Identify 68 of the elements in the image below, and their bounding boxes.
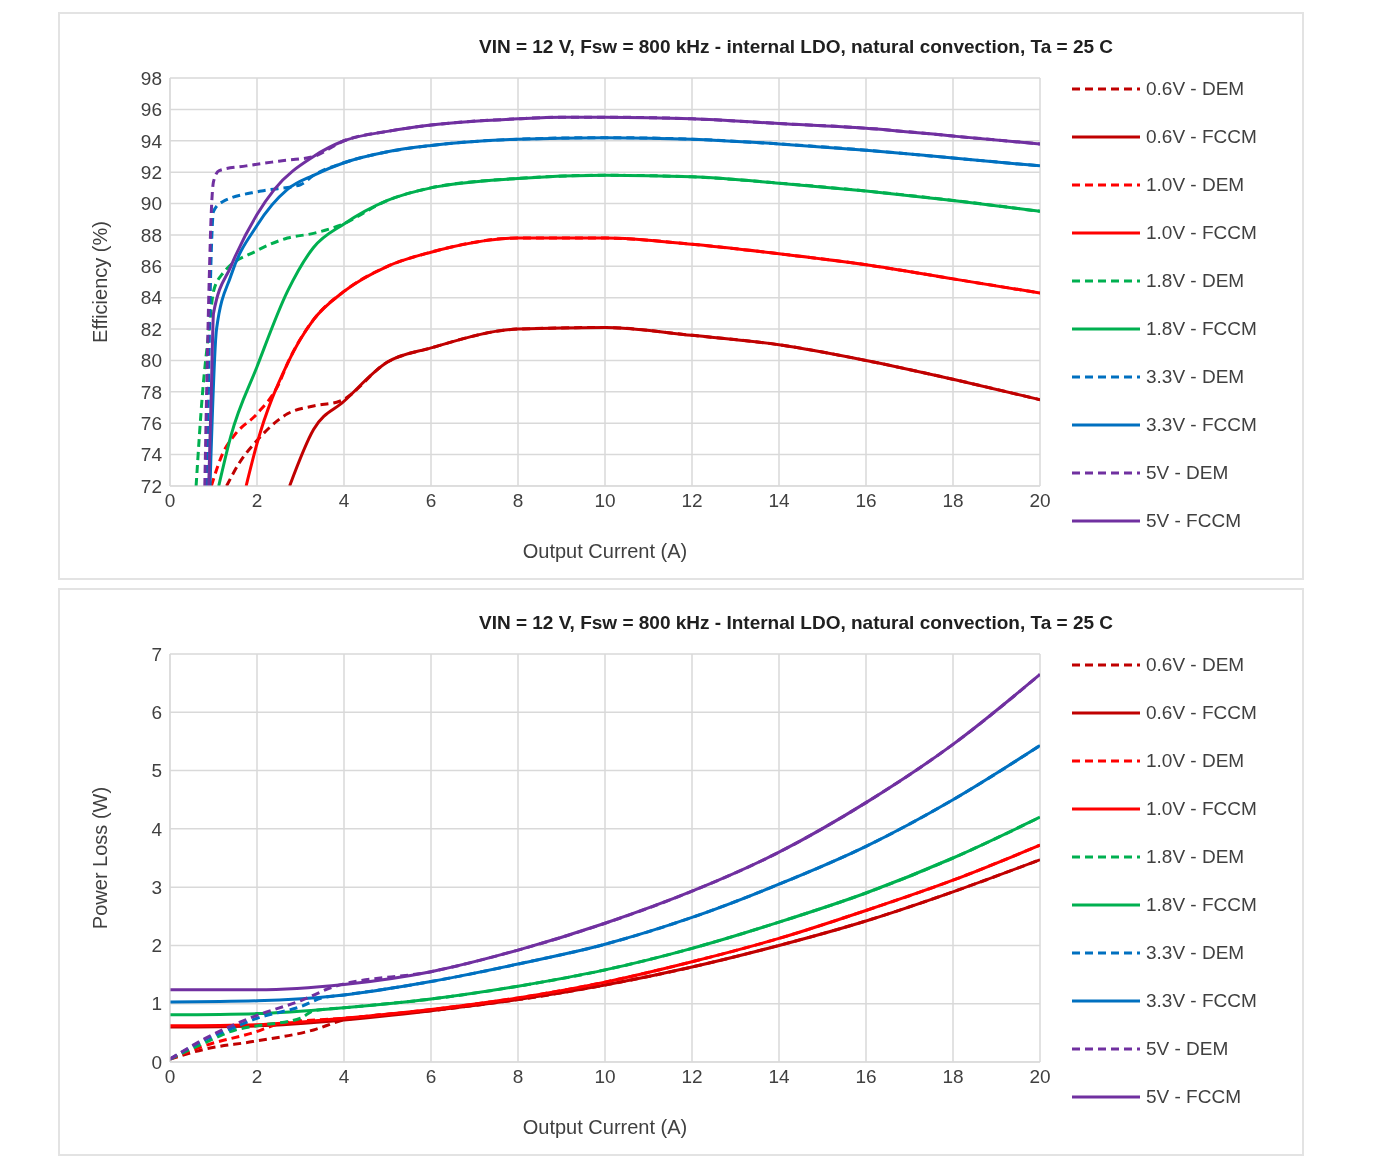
x-tick-label: 8 — [512, 490, 524, 512]
y-tick-label: 96 — [140, 99, 162, 121]
x-tick-label: 12 — [681, 490, 703, 512]
y-tick-label: 98 — [140, 67, 162, 89]
y-tick-label: 1 — [151, 993, 162, 1015]
y-tick-label: 90 — [140, 193, 162, 215]
legend-label: 1.8V - FCCM — [1146, 318, 1257, 340]
x-tick-label: 16 — [855, 1066, 877, 1088]
y-axis-title: Efficiency (%) — [89, 221, 112, 343]
y-tick-label: 5 — [151, 760, 162, 782]
x-tick-label: 18 — [942, 490, 964, 512]
y-axis-title: Power Loss (W) — [89, 786, 112, 930]
x-tick-label: 12 — [681, 1066, 703, 1088]
legend-label: 1.8V - FCCM — [1146, 894, 1257, 916]
y-tick-label: 80 — [140, 350, 162, 372]
y-tick-label: 82 — [140, 318, 162, 340]
x-tick-label: 18 — [942, 1066, 964, 1088]
x-axis-title: Output Current (A) — [522, 540, 688, 562]
legend-label: 5V - DEM — [1146, 1038, 1229, 1060]
x-tick-label: 20 — [1029, 1066, 1051, 1088]
x-tick-label: 10 — [594, 1066, 616, 1088]
y-tick-label: 6 — [151, 702, 162, 724]
x-axis-title: Output Current (A) — [522, 1116, 688, 1138]
x-tick-label: 20 — [1029, 490, 1051, 512]
y-tick-label: 72 — [140, 475, 162, 497]
x-tick-label: 14 — [768, 1066, 790, 1088]
y-tick-label: 84 — [140, 287, 163, 309]
y-tick-label: 78 — [140, 381, 162, 403]
y-tick-label: 0 — [151, 1051, 162, 1073]
legend-label: 1.0V - DEM — [1146, 750, 1245, 772]
y-tick-label: 92 — [140, 161, 162, 183]
chart-title: VIN = 12 V, Fsw = 800 kHz - internal LDO, natural convection, Ta = 25 C — [477, 35, 1115, 59]
legend-label: 3.3V - FCCM — [1146, 990, 1257, 1012]
x-tick-label: 2 — [251, 1066, 263, 1088]
y-tick-label: 86 — [140, 256, 162, 278]
y-tick-label: 88 — [140, 224, 162, 246]
legend-label: 0.6V - DEM — [1146, 78, 1245, 100]
x-tick-label: 16 — [855, 490, 877, 512]
y-tick-label: 4 — [151, 818, 163, 840]
y-tick-label: 7 — [151, 643, 162, 665]
legend-label: 1.0V - FCCM — [1146, 222, 1257, 244]
legend-label: 1.8V - DEM — [1146, 270, 1245, 292]
y-tick-label: 2 — [151, 935, 162, 957]
x-tick-label: 4 — [338, 490, 350, 512]
x-tick-label: 14 — [768, 490, 790, 512]
legend-label: 1.8V - DEM — [1146, 846, 1245, 868]
legend-label: 1.0V - DEM — [1146, 174, 1245, 196]
x-tick-label: 4 — [338, 1066, 350, 1088]
legend-label: 3.3V - FCCM — [1146, 414, 1257, 436]
x-tick-label: 6 — [425, 1066, 437, 1088]
legend-label: 5V - DEM — [1146, 462, 1229, 484]
legend-label: 5V - FCCM — [1146, 510, 1241, 532]
legend-label: 0.6V - FCCM — [1146, 702, 1257, 724]
legend-label: 3.3V - DEM — [1146, 366, 1245, 388]
legend-label: 0.6V - FCCM — [1146, 126, 1257, 148]
x-tick-label: 2 — [251, 490, 263, 512]
legend-label: 0.6V - DEM — [1146, 654, 1245, 676]
y-tick-label: 76 — [140, 412, 162, 434]
x-tick-label: 6 — [425, 490, 437, 512]
legend-label: 1.0V - FCCM — [1146, 798, 1257, 820]
x-tick-label: 10 — [594, 490, 616, 512]
y-tick-label: 74 — [140, 444, 163, 466]
legend-label: 5V - FCCM — [1146, 1086, 1241, 1108]
x-tick-label: 8 — [512, 1066, 524, 1088]
legend-label: 3.3V - DEM — [1146, 942, 1245, 964]
y-tick-label: 94 — [140, 130, 163, 152]
chart-title: VIN = 12 V, Fsw = 800 kHz - Internal LDO, natural convection, Ta = 25 C — [477, 611, 1115, 635]
y-tick-label: 3 — [151, 876, 162, 898]
